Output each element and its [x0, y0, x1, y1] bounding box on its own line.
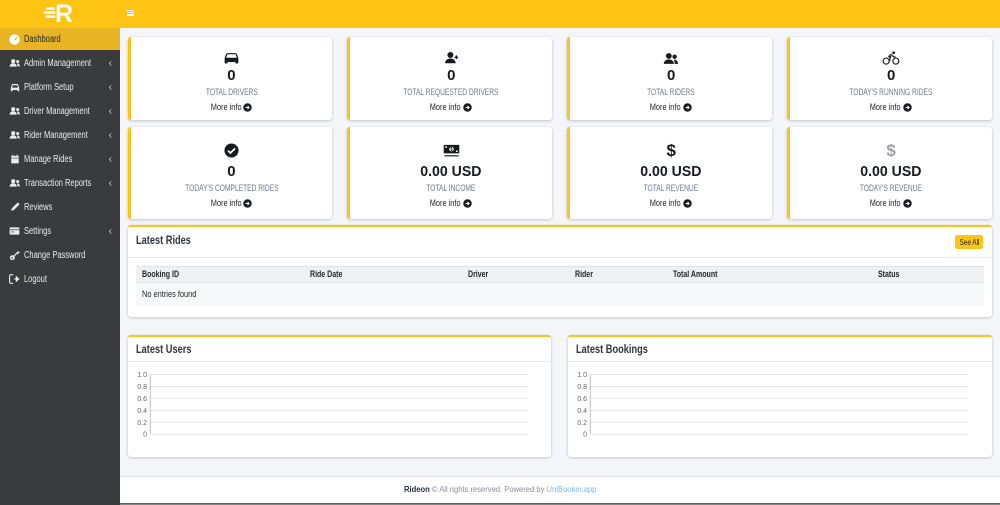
svg-text:0.2: 0.2 — [137, 419, 147, 426]
svg-text:0.8: 0.8 — [137, 383, 147, 390]
svg-text:0.4: 0.4 — [577, 407, 587, 414]
svg-text:R: R — [55, 0, 73, 28]
svg-text:0.6: 0.6 — [577, 395, 587, 402]
svg-text:0: 0 — [583, 431, 587, 438]
svg-text:0.8: 0.8 — [577, 383, 587, 390]
svg-text:0: 0 — [143, 431, 147, 438]
svg-text:1.0: 1.0 — [577, 372, 587, 379]
svg-text:0.2: 0.2 — [577, 419, 587, 426]
svg-text:1.0: 1.0 — [137, 372, 147, 379]
svg-text:0.4: 0.4 — [137, 407, 147, 414]
svg-text:0.6: 0.6 — [137, 395, 147, 402]
